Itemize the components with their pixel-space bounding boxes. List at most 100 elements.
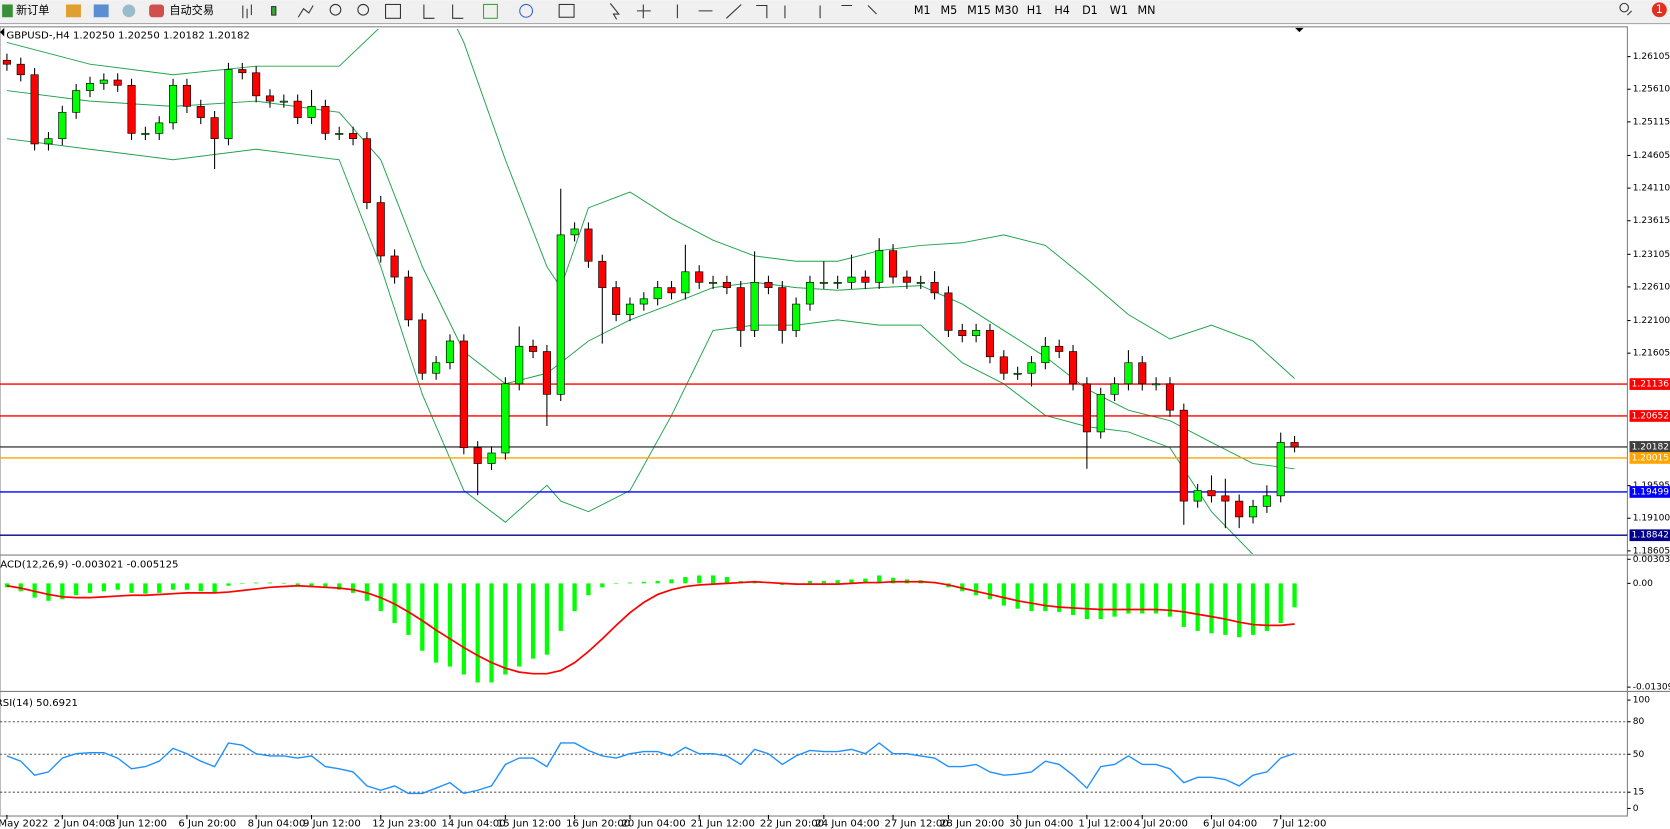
new-order-button[interactable]: 新订单 — [16, 3, 50, 17]
candle-body — [972, 330, 981, 337]
y-tick-label: 1.22100 — [1633, 316, 1670, 326]
timeframe-button[interactable]: MN — [1137, 4, 1155, 17]
tool-icon[interactable] — [66, 4, 81, 18]
macd-bar — [877, 575, 882, 584]
macd-bar — [198, 583, 203, 592]
macd-bar — [890, 577, 896, 584]
candle-body — [667, 287, 676, 294]
macd-bar — [184, 583, 190, 590]
y-tick-label: 0 — [1633, 804, 1639, 814]
candle-body — [861, 276, 870, 283]
macd-bar — [1250, 583, 1256, 635]
macd-bar — [641, 581, 646, 584]
line-tool[interactable] — [297, 5, 314, 18]
timeframe-button[interactable]: H4 — [1054, 4, 1070, 17]
candle-body — [335, 133, 344, 135]
candle-body — [736, 287, 745, 331]
auto-trading-button[interactable]: 自动交易 — [169, 3, 214, 17]
macd-bar — [1126, 583, 1131, 614]
candle-body — [1165, 383, 1175, 411]
macd-bar — [600, 583, 605, 588]
notification-badge[interactable] — [1651, 2, 1667, 18]
candle-body — [1055, 345, 1064, 352]
zoom-in[interactable] — [329, 3, 342, 16]
candle-body — [930, 282, 939, 294]
new-order-icon[interactable] — [2, 4, 13, 18]
macd-bar — [1195, 583, 1200, 631]
price-level-label: 1.19499 — [1632, 487, 1670, 497]
zoom-out[interactable] — [357, 3, 370, 16]
macd-bar — [226, 583, 231, 586]
auto-trading-icon[interactable] — [149, 4, 165, 18]
candle-body — [2, 59, 11, 65]
timeframe-button[interactable]: M15 — [967, 4, 991, 17]
timeframe-button[interactable]: D1 — [1082, 4, 1098, 17]
candle-body — [487, 452, 496, 464]
y-tick-label: 1.21605 — [1633, 349, 1670, 359]
macd-bar — [60, 583, 65, 600]
symbol-legend: GBPUSD-,H4 1.20250 1.20250 1.20182 1.201… — [6, 30, 249, 41]
macd-bar — [863, 578, 868, 584]
macd-bar — [1140, 583, 1145, 614]
candle-body — [445, 340, 455, 364]
y-tick-label: 1.23105 — [1633, 250, 1670, 260]
candle-body — [805, 282, 815, 305]
tool-icon[interactable] — [93, 4, 109, 18]
macd-signal — [6, 580, 1295, 675]
x-tick-label: 4 Jul 20:00 — [1134, 818, 1188, 829]
x-tick-label: 9 Jun 12:00 — [303, 818, 361, 829]
candle-body — [598, 260, 607, 288]
templates-tool[interactable] — [558, 3, 575, 18]
candle-body — [1138, 362, 1147, 385]
candle-body — [418, 319, 427, 374]
timeframe-button[interactable]: M1 — [914, 4, 931, 17]
y-tick-label: 1.25115 — [1633, 117, 1670, 127]
timeframe-button[interactable]: M30 — [995, 4, 1019, 17]
periods-tool[interactable] — [519, 3, 534, 18]
macd-bar — [1084, 583, 1090, 620]
bar-chart-tool[interactable] — [242, 4, 252, 19]
candle-body — [833, 282, 842, 284]
x-tick-label: 2 Jun 04:00 — [54, 818, 112, 829]
timeframe-button[interactable]: W1 — [1110, 4, 1128, 17]
macd-bar — [1292, 583, 1297, 608]
macd-bar — [1278, 583, 1283, 623]
y-tick-label: 1.26105 — [1633, 52, 1670, 62]
candle-body — [473, 447, 482, 464]
tool-icon[interactable] — [122, 4, 136, 18]
price-plot — [0, 28, 1628, 555]
candle-body — [916, 282, 925, 284]
timeframe-button[interactable]: M5 — [940, 4, 957, 17]
candle-body — [141, 133, 150, 135]
scroll-tool[interactable] — [423, 4, 464, 19]
y-tick-label: -0.013094 — [1633, 683, 1670, 693]
price-level-label: 1.21136 — [1632, 380, 1670, 390]
macd-bar — [129, 583, 134, 593]
drawing-tools[interactable] — [609, 3, 877, 20]
search-icon-handle[interactable] — [1627, 10, 1633, 16]
notification-count: 1 — [1656, 3, 1663, 16]
macd-bar — [683, 577, 688, 584]
candle-body — [252, 72, 261, 97]
candle-body — [1124, 362, 1133, 385]
macd-bar — [157, 583, 162, 593]
macd-bar — [46, 583, 51, 601]
timeframe-button[interactable]: H1 — [1027, 4, 1043, 17]
macd-bar — [295, 583, 300, 585]
candle-body — [1193, 490, 1202, 502]
macd-legend: MACD(12,26,9) -0.003021 -0.005125 — [0, 560, 178, 571]
x-tick-label: 30 Jun 04:00 — [1009, 818, 1073, 829]
chart-tools[interactable] — [242, 2, 1633, 20]
x-tick-label: 22 Jun 20:00 — [760, 818, 824, 829]
candle-body — [432, 362, 441, 374]
macd-bar — [1237, 583, 1242, 638]
search-icon[interactable] — [1619, 2, 1629, 13]
indicators-tool[interactable] — [483, 3, 498, 19]
candle-body — [985, 330, 995, 358]
candle-tool[interactable] — [271, 6, 277, 16]
candle-body — [1235, 500, 1244, 518]
macd-bar — [1223, 583, 1228, 635]
tile-tool[interactable] — [385, 3, 401, 19]
candle-body — [210, 117, 219, 139]
